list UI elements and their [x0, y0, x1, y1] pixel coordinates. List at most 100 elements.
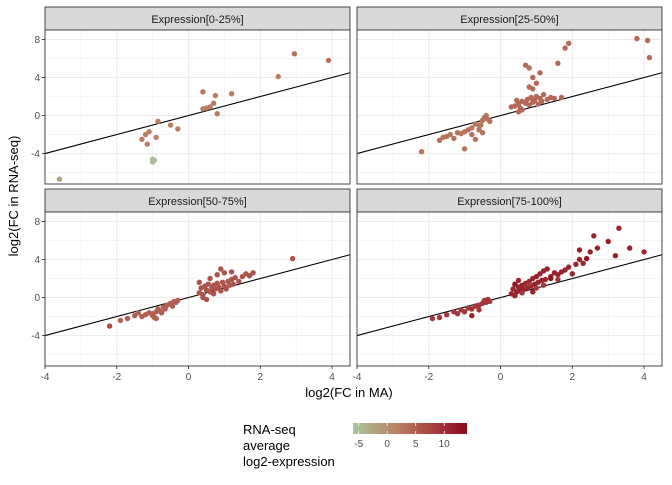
data-point — [228, 269, 235, 275]
data-point — [533, 285, 540, 291]
data-point — [540, 91, 547, 98]
data-points — [418, 35, 653, 155]
x-tick-label: -2 — [112, 372, 121, 383]
data-point — [56, 176, 63, 182]
data-point — [218, 266, 224, 272]
data-points — [56, 51, 332, 182]
panels-layer: Expression[0-25%] -4 0 4 8 Expression[25-50%]… — [31, 6, 663, 383]
y-tick-label: 0 — [34, 111, 40, 122]
gridlines — [44, 212, 350, 366]
data-point — [548, 275, 554, 282]
data-point — [487, 298, 493, 305]
data-point — [418, 149, 425, 155]
data-point — [124, 315, 131, 322]
data-point — [232, 274, 238, 281]
data-point — [151, 157, 158, 163]
data-point — [472, 136, 479, 142]
data-point — [537, 271, 543, 277]
data-point — [214, 272, 220, 278]
x-tick-label: 2 — [570, 372, 576, 383]
x-tick-label: 0 — [186, 372, 192, 383]
legend-tick-label: 0 — [384, 439, 390, 450]
data-points — [429, 225, 647, 322]
data-point — [250, 270, 256, 276]
data-point — [230, 281, 237, 287]
facet-strip-title: Expression[0-25%] — [151, 14, 243, 26]
data-point — [175, 126, 181, 132]
panel-border — [356, 29, 663, 185]
data-point — [436, 137, 443, 143]
x-tick-label: -4 — [41, 372, 50, 383]
data-point — [155, 118, 161, 125]
legend-colorbar — [353, 423, 467, 434]
panel-background — [357, 212, 662, 366]
data-point — [214, 111, 220, 117]
data-point — [447, 131, 453, 138]
facet-panel-1: Expression[0-25%] -4 0 4 8 — [31, 6, 351, 185]
panel-border — [356, 211, 663, 367]
data-point — [537, 70, 543, 76]
data-point — [515, 277, 522, 284]
data-point — [144, 141, 150, 147]
data-point — [210, 100, 217, 106]
data-point — [236, 278, 242, 285]
data-point — [325, 57, 332, 64]
data-point — [210, 291, 217, 297]
data-point — [196, 279, 202, 285]
data-point — [203, 296, 210, 303]
data-point — [200, 106, 206, 112]
data-point — [562, 45, 568, 51]
data-point — [469, 306, 475, 312]
panel-border — [44, 211, 351, 367]
data-point — [444, 312, 450, 318]
data-point — [569, 271, 575, 277]
data-point — [461, 309, 468, 315]
data-point — [291, 51, 298, 57]
data-point — [594, 245, 601, 251]
x-axis-title: log2(FC in MA) — [305, 385, 392, 400]
gridlines — [356, 30, 662, 184]
x-tick-label: -4 — [353, 372, 362, 383]
y-tick-label: -4 — [31, 149, 40, 160]
data-point — [476, 307, 482, 313]
data-point — [591, 233, 597, 239]
y-tick-label: 4 — [34, 255, 40, 266]
data-point — [461, 146, 468, 152]
data-point — [169, 303, 176, 309]
data-point — [207, 104, 213, 110]
data-point — [212, 92, 219, 99]
data-point — [512, 281, 518, 287]
data-point — [142, 131, 149, 138]
reference-line — [44, 72, 351, 155]
data-points — [106, 255, 296, 329]
data-point — [246, 273, 253, 279]
data-point — [551, 95, 558, 102]
y-tick-label: -4 — [31, 331, 40, 342]
data-point — [576, 247, 583, 253]
y-tick-label: 8 — [34, 35, 40, 46]
y-tick-label: 8 — [34, 217, 40, 228]
data-point — [436, 314, 443, 321]
legend-title-line-3: log2-expression — [243, 454, 335, 469]
gridlines — [356, 212, 662, 366]
legend-tick-label: 10 — [439, 439, 451, 450]
x-tick-label: 4 — [641, 372, 647, 383]
data-point — [627, 245, 633, 251]
data-point — [469, 125, 475, 131]
data-point — [580, 260, 586, 266]
data-point — [555, 276, 561, 283]
data-point — [530, 289, 536, 295]
x-tick-label: 4 — [329, 372, 335, 383]
data-point — [139, 136, 145, 142]
data-point — [519, 290, 525, 296]
data-point — [175, 297, 181, 304]
y-tick-label: 0 — [34, 293, 40, 304]
data-point — [218, 288, 224, 294]
panel-background — [45, 212, 350, 366]
data-point — [646, 54, 653, 61]
x-tick-label: 0 — [498, 372, 504, 383]
y-tick-label: 4 — [34, 73, 40, 84]
facet-strip-title: Expression[50-75%] — [148, 196, 246, 208]
data-point — [605, 238, 611, 245]
